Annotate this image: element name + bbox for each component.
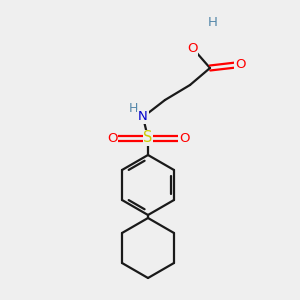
Text: O: O	[235, 58, 245, 71]
Text: O: O	[187, 43, 197, 56]
Text: O: O	[107, 131, 117, 145]
Text: N: N	[138, 110, 148, 124]
Text: S: S	[143, 130, 153, 146]
Text: H: H	[128, 103, 138, 116]
Text: O: O	[179, 131, 189, 145]
Text: H: H	[208, 16, 218, 28]
